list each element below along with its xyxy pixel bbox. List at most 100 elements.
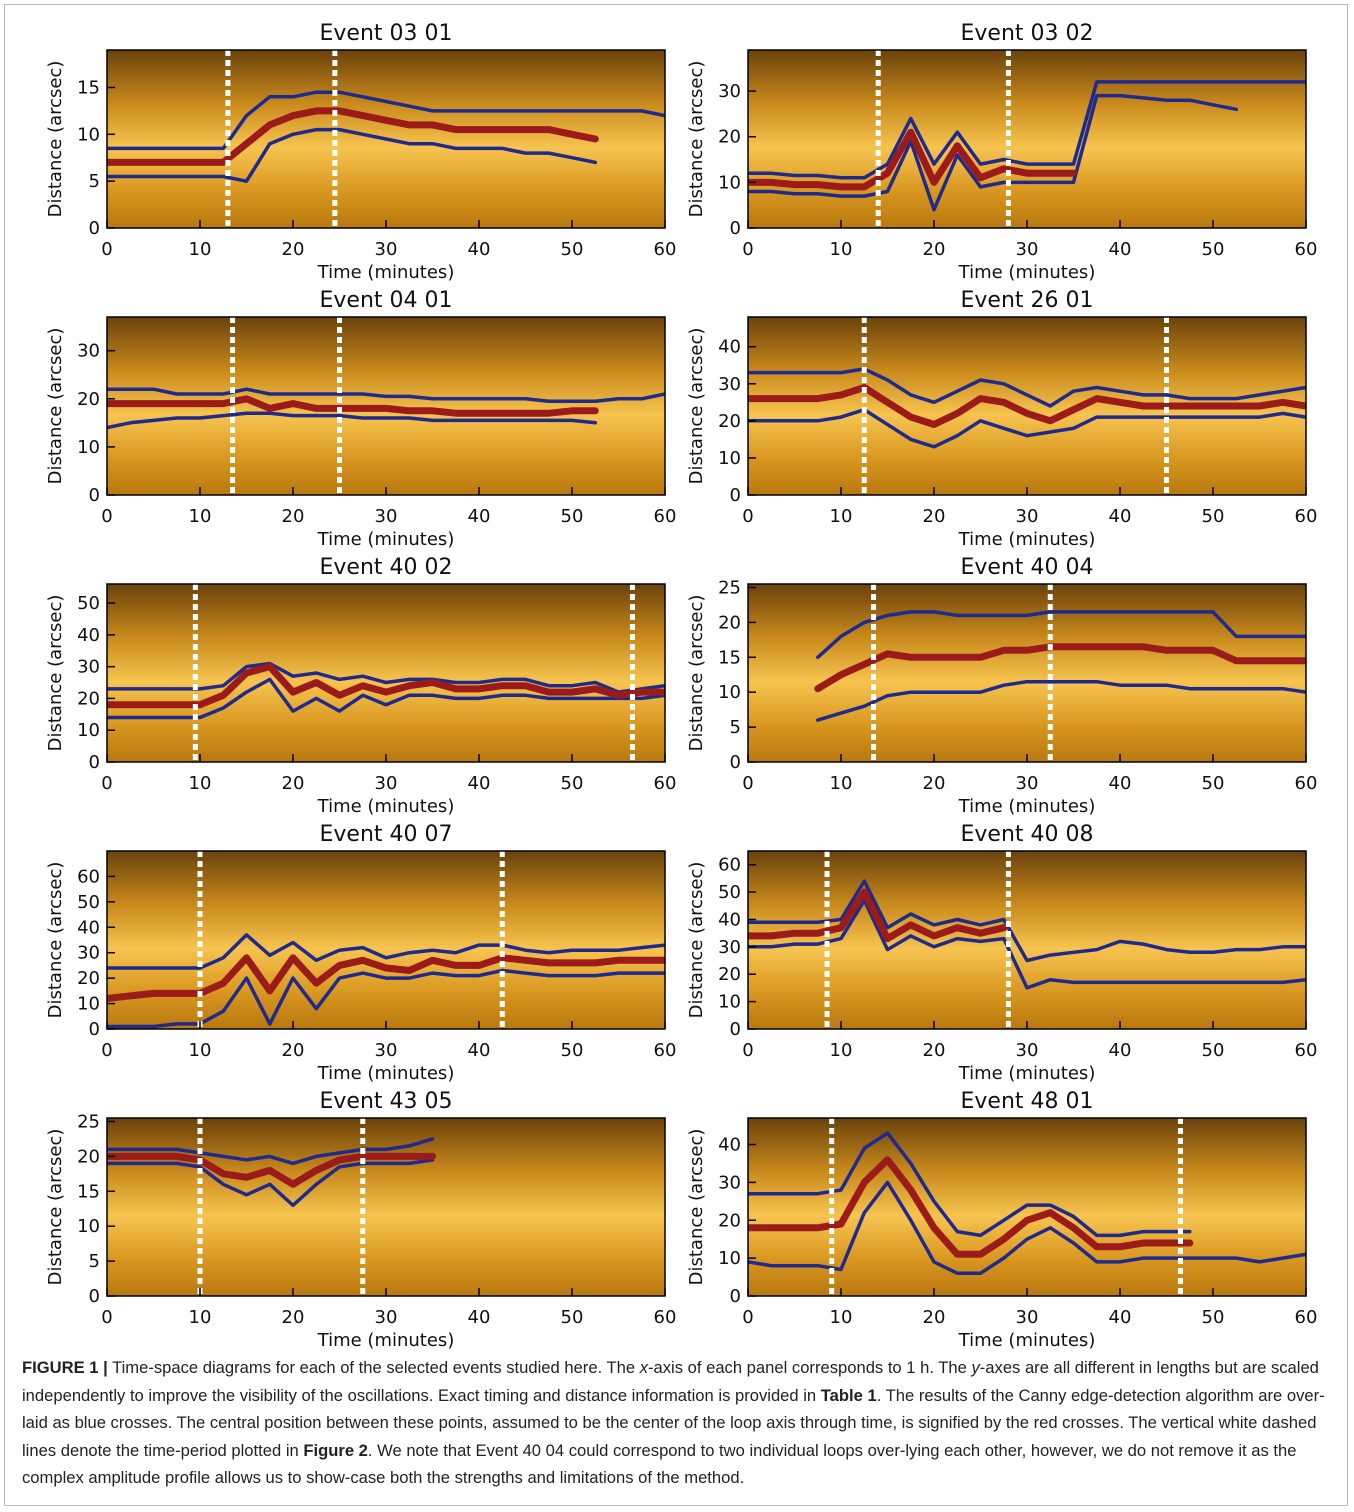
x-tick-label: 60: [1295, 1307, 1318, 1328]
y-axis-label: Distance (arcsec): [45, 328, 66, 485]
figure-border: [4, 4, 1348, 1506]
panel: 0 10 20 30 40 50 60 0 5 10 15 20 25 Event 40 04 Time (…: [686, 555, 1317, 817]
y-tick-label: 5: [89, 1251, 100, 1272]
y-tick-label: 5: [89, 171, 100, 192]
y-tick-label: 10: [77, 124, 100, 145]
y-tick-label: 20: [77, 968, 100, 989]
y-tick-label: 30: [718, 81, 741, 102]
series-line: [107, 661, 665, 694]
x-tick-label: 30: [1016, 1040, 1039, 1061]
y-tick-label: 25: [77, 1111, 100, 1132]
series-line: [748, 879, 1306, 963]
x-tick-label: 10: [830, 239, 853, 260]
x-tick-label: 0: [742, 1040, 753, 1061]
series-line: [748, 1180, 1306, 1276]
y-tick-label: 30: [77, 943, 100, 964]
y-tick-label: 0: [89, 752, 100, 773]
series-line: [107, 127, 598, 183]
x-axis-label: Time (minutes): [317, 529, 455, 550]
y-tick-label: 40: [718, 909, 741, 930]
caption-text: -axes are all different in lengths but a…: [22, 1358, 1319, 1405]
y-tick-label: 10: [718, 1248, 741, 1269]
y-axis-label: Distance (arcsec): [45, 595, 66, 752]
y-tick-label: 50: [77, 593, 100, 614]
y-tick-label: 15: [77, 1181, 100, 1202]
panel: 0 10 20 30 40 50 60 0 10 20 30 40 Event 48 01 Time (m…: [686, 1089, 1317, 1350]
caption: FIGURE 1 | Time-space diagrams for each …: [22, 1354, 1334, 1492]
panel: 0 10 20 30 40 50 60 0 10 20 30 40 50 Event 40 02 Time …: [45, 555, 676, 817]
x-tick-label: 60: [654, 773, 677, 794]
x-tick-label: 40: [468, 773, 491, 794]
x-axis-label: Time (minutes): [958, 529, 1096, 550]
y-tick-label: 0: [730, 1019, 741, 1040]
x-tick-label: 60: [1295, 506, 1318, 527]
x-tick-label: 50: [1202, 773, 1225, 794]
x-tick-label: 10: [830, 773, 853, 794]
x-tick-label: 50: [561, 1307, 584, 1328]
chart-title: Event 40 04: [961, 555, 1094, 580]
x-tick-label: 10: [189, 773, 212, 794]
x-tick-label: 50: [1202, 1307, 1225, 1328]
x-tick-label: 30: [375, 239, 398, 260]
series-line: [107, 395, 599, 417]
image-background: [748, 584, 1306, 762]
y-tick-label: 60: [77, 866, 100, 887]
y-tick-label: 10: [77, 1216, 100, 1237]
y-tick-label: 20: [77, 688, 100, 709]
chart-title: Event 26 01: [961, 288, 1094, 313]
image-background: [107, 584, 665, 762]
chart-title: Event 48 01: [961, 1089, 1094, 1114]
y-tick-label: 20: [77, 389, 100, 410]
panel: 0 10 20 30 40 50 60 0 10 20 30 40 Event 26 01 Time (m…: [686, 288, 1317, 550]
x-tick-label: 40: [468, 506, 491, 527]
x-axis-label: Time (minutes): [317, 262, 455, 283]
chart-title: Event 40 02: [320, 555, 453, 580]
y-tick-label: 20: [77, 1146, 100, 1167]
x-tick-label: 50: [561, 506, 584, 527]
y-tick-label: 40: [718, 1135, 741, 1156]
x-tick-label: 10: [830, 1307, 853, 1328]
x-axis-label: Time (minutes): [317, 796, 455, 817]
caption-text: . The results of the Canny edge-detectio…: [22, 1385, 1325, 1460]
y-axis-label: Distance (arcsec): [45, 1129, 66, 1286]
chart-title: Event 03 01: [320, 21, 453, 46]
x-tick-label: 20: [282, 506, 305, 527]
x-tick-label: 50: [561, 239, 584, 260]
y-tick-label: 25: [718, 577, 741, 598]
x-tick-label: 0: [742, 773, 753, 794]
x-axis-label: Time (minutes): [958, 262, 1096, 283]
x-tick-label: 40: [1109, 1040, 1132, 1061]
panel: 0 10 20 30 40 50 60 0 10 20 30 Event 03 02 Time (min…: [686, 21, 1317, 283]
y-tick-label: 0: [730, 1286, 741, 1307]
caption-ref: Table 1: [820, 1385, 877, 1405]
y-tick-label: 10: [77, 437, 100, 458]
x-tick-label: 50: [561, 1040, 584, 1061]
x-tick-label: 40: [1109, 1307, 1132, 1328]
y-axis-label: Distance (arcsec): [686, 61, 707, 218]
x-tick-label: 60: [654, 1307, 677, 1328]
x-tick-label: 10: [189, 1040, 212, 1061]
chart-title: Event 40 07: [320, 822, 453, 847]
y-tick-label: 40: [77, 625, 100, 646]
y-tick-label: 60: [718, 855, 741, 876]
x-tick-label: 30: [375, 773, 398, 794]
caption-text: -axis of each panel corresponds to 1 h. …: [648, 1358, 972, 1377]
x-tick-label: 50: [1202, 506, 1225, 527]
series-line: [748, 1131, 1192, 1238]
series-line: [748, 80, 1306, 180]
series-line: [748, 384, 1306, 428]
image-background: [107, 1118, 665, 1296]
y-tick-label: 20: [718, 1210, 741, 1231]
y-tick-label: 20: [718, 612, 741, 633]
x-tick-label: 20: [282, 773, 305, 794]
x-tick-label: 60: [1295, 239, 1318, 260]
x-tick-label: 40: [468, 239, 491, 260]
x-tick-label: 10: [189, 1307, 212, 1328]
y-tick-label: 0: [89, 485, 100, 506]
y-tick-label: 10: [718, 992, 741, 1013]
x-tick-label: 30: [375, 1307, 398, 1328]
chart-title: Event 03 02: [961, 21, 1094, 46]
series-line: [107, 933, 665, 970]
